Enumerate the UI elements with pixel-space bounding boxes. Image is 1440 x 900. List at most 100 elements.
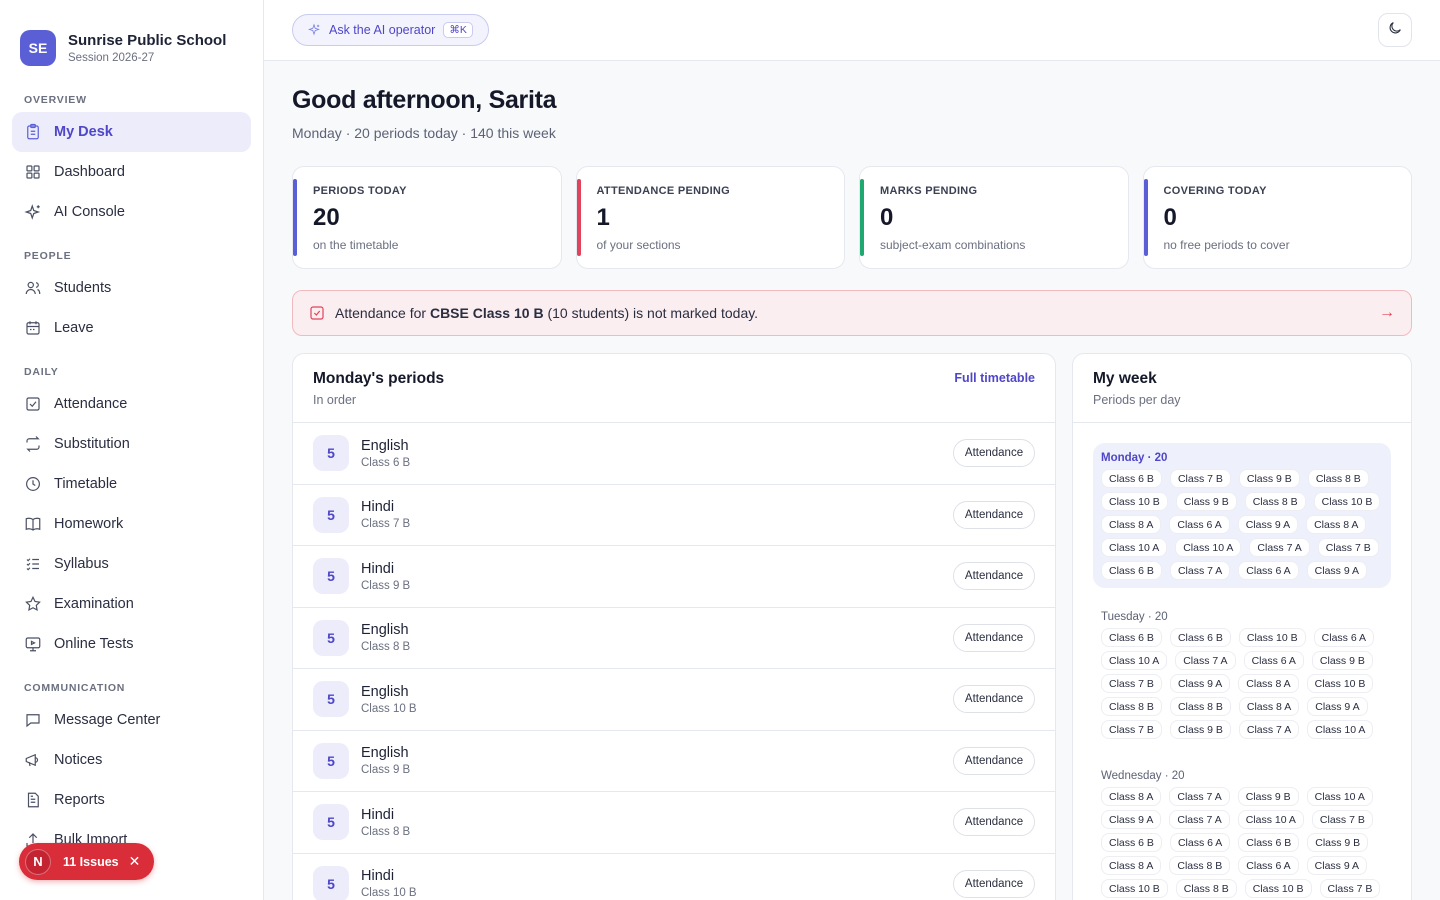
sidebar-nav: OVERVIEW My Desk Dashboard AI Console PEOPLE… (0, 94, 263, 860)
class-chip: Class 9 B (1175, 492, 1237, 511)
class-chip: Class 10 B (1238, 628, 1306, 647)
period-row: 5 English Class 6 B Attendance (293, 423, 1055, 485)
period-class: Class 9 B (361, 764, 411, 777)
class-chip: Class 8 B (1307, 469, 1369, 488)
sidebar-item-online-tests[interactable]: Online Tests (12, 624, 251, 664)
class-chip: Class 10 A (1101, 538, 1168, 557)
sidebar-item-notices[interactable]: Notices (12, 740, 251, 780)
attendance-button[interactable]: Attendance (953, 623, 1035, 652)
sidebar-item-label: AI Console (54, 204, 125, 220)
attendance-button[interactable]: Attendance (953, 685, 1035, 714)
ask-ai-operator-button[interactable]: Ask the AI operator ⌘K (292, 14, 489, 46)
message-icon (24, 711, 42, 729)
class-chip: Class 7 A (1175, 651, 1236, 670)
stat-value: 20 (313, 204, 340, 231)
sidebar-item-timetable[interactable]: Timetable (12, 464, 251, 504)
period-class: Class 6 B (361, 456, 411, 469)
sidebar-item-my-desk[interactable]: My Desk (12, 112, 251, 152)
theme-toggle-button[interactable] (1378, 13, 1412, 47)
main-content: Good afternoon, Sarita Monday · 20 perio… (292, 61, 1412, 900)
period-row: 5 Hindi Class 8 B Attendance (293, 792, 1055, 854)
class-chip: Class 10 B (1244, 879, 1312, 898)
class-chip: Class 10 B (1306, 674, 1374, 693)
class-chip: Class 8 A (1101, 856, 1162, 875)
period-number: 5 (313, 619, 349, 656)
class-chip: Class 8 B (1101, 697, 1162, 716)
sidebar-item-label: Syllabus (54, 556, 109, 572)
attendance-button[interactable]: Attendance (953, 869, 1035, 898)
class-chip: Class 10 B (1313, 492, 1381, 511)
stat-caption: no free periods to cover (1163, 238, 1290, 252)
page-title: Good afternoon, Sarita (292, 86, 557, 114)
week-title: My week (1093, 370, 1157, 387)
attendance-button[interactable]: Attendance (953, 439, 1035, 468)
full-timetable-link[interactable]: Full timetable (954, 371, 1035, 385)
period-class: Class 8 B (361, 825, 411, 838)
attendance-alert[interactable]: Attendance for CBSE Class 10 B (10 stude… (292, 290, 1412, 336)
sidebar-item-homework[interactable]: Homework (12, 504, 251, 544)
attendance-button[interactable]: Attendance (953, 746, 1035, 775)
period-row: 5 Hindi Class 10 B Attendance (293, 854, 1055, 900)
clipboard-icon (24, 123, 42, 141)
class-chip: Class 6 A (1238, 561, 1299, 580)
period-class: Class 7 B (361, 518, 411, 531)
sidebar-item-message-center[interactable]: Message Center (12, 700, 251, 740)
sidebar-item-substitution[interactable]: Substitution (12, 424, 251, 464)
sidebar-item-label: Students (54, 280, 112, 296)
sidebar-item-attendance[interactable]: Attendance (12, 384, 251, 424)
period-number: 5 (313, 865, 349, 900)
class-chip: Class 6 B (1238, 833, 1300, 852)
class-chip: Class 9 A (1307, 697, 1368, 716)
stat-value: 0 (880, 204, 894, 231)
sidebar-item-syllabus[interactable]: Syllabus (12, 544, 251, 584)
check-square-icon (309, 305, 325, 321)
class-chip: Class 9 B (1238, 469, 1300, 488)
class-chip: Class 8 A (1306, 515, 1367, 534)
sidebar-item-label: Notices (54, 752, 103, 768)
week-subtitle: Periods per day (1093, 393, 1181, 407)
class-chip: Class 9 A (1169, 674, 1231, 693)
sidebar-item-leave[interactable]: Leave (12, 308, 251, 348)
arrow-right-icon[interactable]: → (1379, 304, 1395, 321)
class-chip: Class 6 A (1169, 515, 1230, 534)
book-icon (24, 515, 42, 533)
issues-label[interactable]: 11 Issues (63, 854, 119, 869)
stat-caption: of your sections (596, 238, 681, 252)
sidebar-item-dashboard[interactable]: Dashboard (12, 152, 251, 192)
stat-label: MARKS PENDING (880, 185, 978, 197)
class-chip: Class 7 A (1238, 720, 1300, 739)
class-chip: Class 9 B (1307, 833, 1369, 852)
sidebar-item-examination[interactable]: Examination (12, 584, 251, 624)
week-day-label: Wednesday · 20 (1101, 770, 1185, 782)
period-subject: English (361, 437, 409, 454)
nav-section-title: DAILY (24, 366, 59, 378)
class-chip: Class 7 B (1311, 810, 1373, 829)
class-chip: Class 9 A (1306, 856, 1368, 875)
class-chip: Class 7 B (1101, 674, 1162, 693)
topbar: Ask the AI operator ⌘K (264, 0, 1440, 61)
attendance-button[interactable]: Attendance (953, 500, 1035, 529)
week-day-label: Tuesday · 20 (1101, 611, 1168, 623)
class-chip: Class 9 A (1306, 561, 1368, 580)
period-row: 5 English Class 10 B Attendance (293, 669, 1055, 731)
stat-card: COVERING TODAY 0 no free periods to cover (1142, 166, 1412, 269)
attendance-button[interactable]: Attendance (953, 562, 1035, 591)
period-number: 5 (313, 558, 349, 595)
sidebar-item-label: Dashboard (54, 164, 125, 180)
list-check-icon (24, 555, 42, 573)
class-chip: Class 7 A (1169, 787, 1230, 806)
sidebar-item-ai-console[interactable]: AI Console (12, 192, 251, 232)
class-chip: Class 9 B (1169, 720, 1231, 739)
clock-icon (24, 475, 42, 493)
page-subtitle: Monday · 20 periods today · 140 this wee… (292, 125, 556, 141)
sidebar-item-reports[interactable]: Reports (12, 780, 251, 820)
class-chip: Class 7 B (1169, 469, 1231, 488)
issues-badge[interactable]: N 11 Issues ✕ (19, 843, 154, 880)
period-class: Class 8 B (361, 641, 411, 654)
attendance-button[interactable]: Attendance (953, 808, 1035, 837)
class-chip: Class 8 B (1169, 856, 1231, 875)
issues-n-icon[interactable]: N (25, 848, 51, 875)
close-icon[interactable]: ✕ (128, 853, 141, 869)
sidebar-item-students[interactable]: Students (12, 268, 251, 308)
class-chip: Class 6 A (1238, 856, 1299, 875)
